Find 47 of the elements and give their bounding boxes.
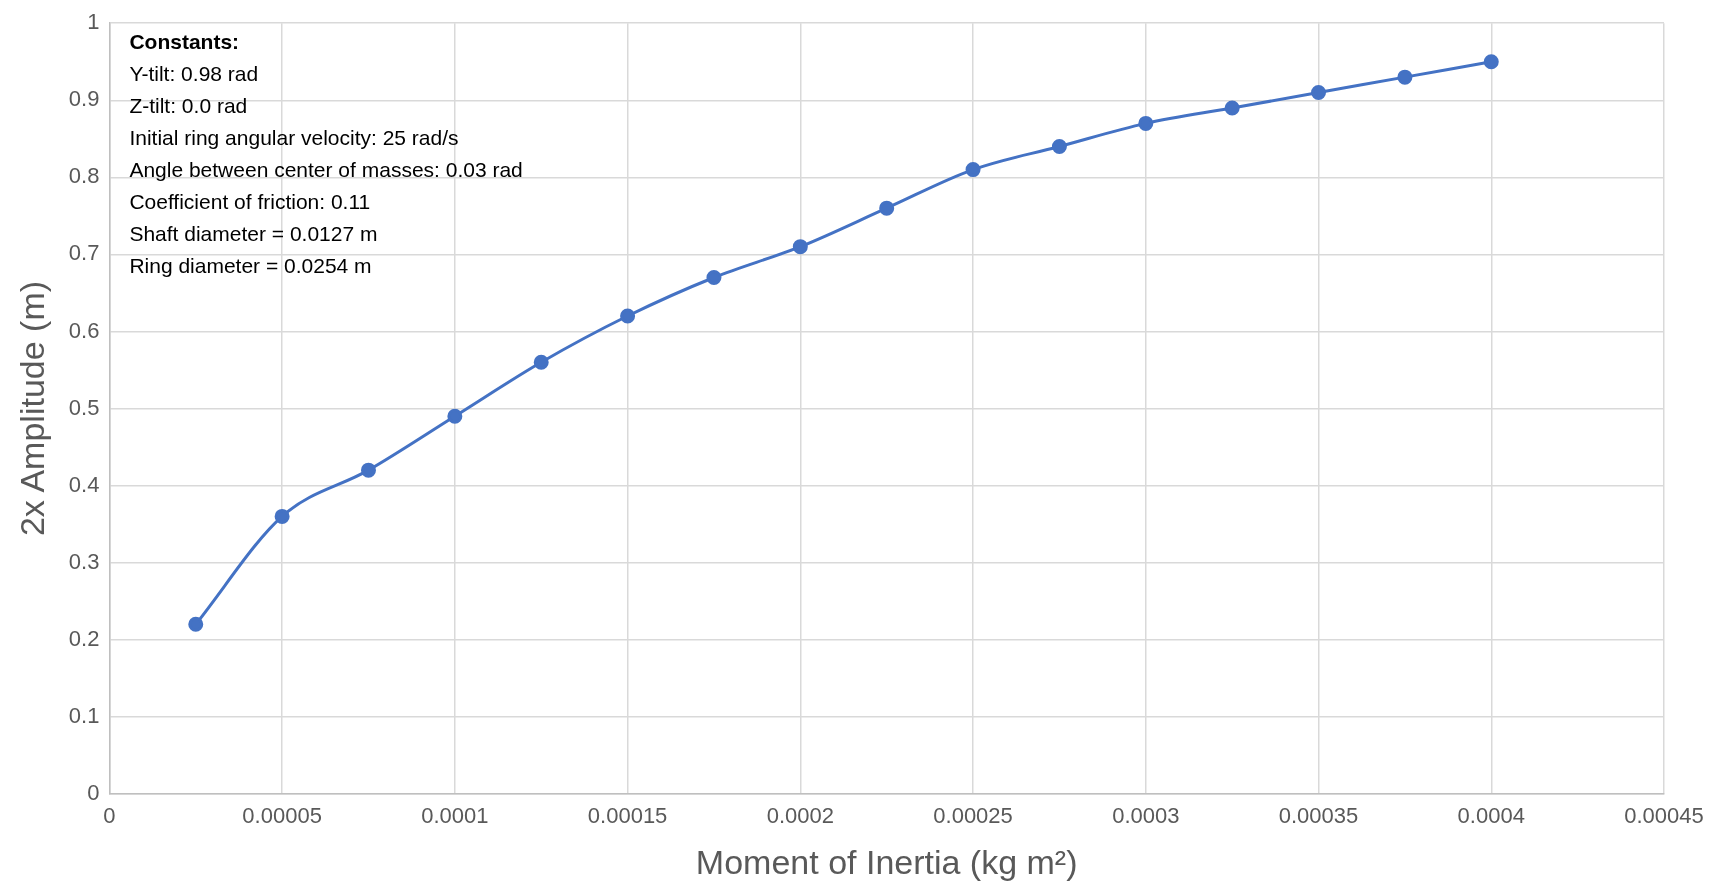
x-tick-label: 0	[103, 803, 116, 829]
annotation: Initial ring angular velocity: 25 rad/s	[129, 126, 459, 150]
point	[1224, 100, 1240, 116]
point	[188, 616, 204, 632]
x-tick-label: 0.00045	[1624, 803, 1704, 829]
y-tick-label: 0.3	[68, 548, 100, 574]
annotation: Constants:	[129, 30, 240, 54]
x-tick-label: 0.0003	[1112, 803, 1180, 829]
annotation: Ring diameter = 0.0254 m	[129, 254, 372, 278]
annotation: Y-tilt: 0.98 rad	[129, 62, 259, 86]
point	[1311, 85, 1327, 101]
point	[879, 200, 895, 216]
point	[1397, 69, 1413, 85]
y-tick-label: 0.4	[68, 471, 100, 497]
y-tick-label: 0.2	[68, 625, 100, 651]
x-tick-label: 0.00035	[1278, 803, 1359, 829]
point	[1051, 139, 1067, 154]
x-tick-label: 0.0002	[766, 803, 834, 829]
y-axis-title: 2x Amplitude (m)	[12, 280, 51, 537]
x-tick-label: 0.0001	[421, 803, 489, 829]
point	[360, 462, 376, 478]
point	[706, 270, 722, 285]
annotation: Angle between center of masses: 0.03 rad	[129, 158, 523, 182]
point	[533, 354, 549, 370]
x-tick-label: 0.00005	[242, 803, 322, 829]
annotation: Shaft diameter = 0.0127 m	[129, 222, 378, 246]
x-axis-title: Moment of Inertia (kg m²)	[695, 842, 1078, 881]
y-tick-label: 0.1	[68, 702, 100, 728]
point	[965, 162, 981, 178]
y-tick-label: 0.7	[68, 240, 100, 266]
point	[792, 239, 808, 255]
annotation: Coefficient of friction: 0.11	[129, 190, 371, 214]
y-tick-label: 0	[87, 779, 100, 805]
x-tick-label: 0.00025	[933, 803, 1013, 829]
point	[1483, 54, 1499, 70]
point	[274, 508, 290, 524]
x-tick-label: 0.0004	[1457, 803, 1525, 829]
point	[1138, 115, 1154, 131]
y-tick-label: 1	[87, 9, 100, 35]
y-tick-label: 0.5	[68, 394, 100, 420]
y-tick-label: 0.9	[68, 86, 100, 112]
x-tick-label: 0.00015	[587, 803, 668, 829]
y-tick-label: 0.6	[68, 317, 100, 343]
annotation: Z-tilt: 0.0 rad	[129, 94, 248, 118]
y-tick-label: 0.8	[68, 163, 100, 189]
point	[620, 308, 636, 324]
point	[447, 408, 463, 424]
